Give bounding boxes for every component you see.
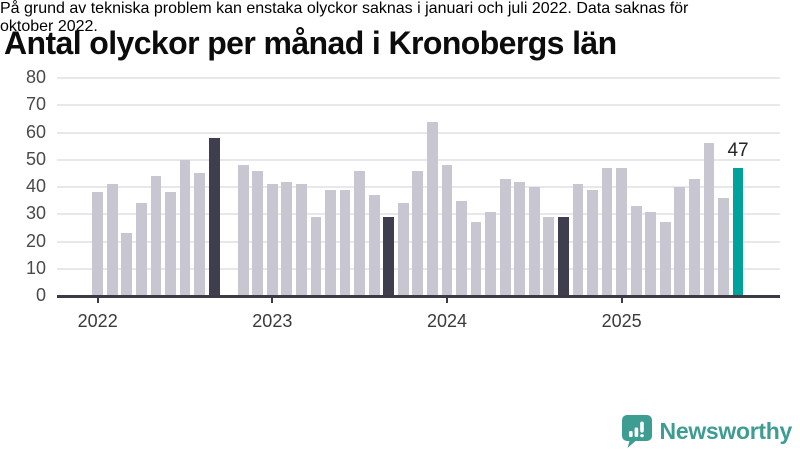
newsworthy-speech-bubble-chart-icon bbox=[621, 414, 652, 448]
newsworthy-logo[interactable]: Newsworthy bbox=[621, 414, 793, 448]
bar-2025-02 bbox=[630, 206, 642, 296]
bar-2023-07 bbox=[354, 170, 366, 296]
bar-2025-03 bbox=[645, 211, 657, 296]
bar-2022-02 bbox=[106, 184, 118, 296]
chart-title: Antal olyckor per månad i Kronobergs län bbox=[4, 25, 617, 62]
bar-2022-12 bbox=[252, 170, 264, 296]
newsworthy-logo-text: Newsworthy bbox=[659, 417, 793, 444]
bar-2023-01 bbox=[266, 184, 278, 296]
bar-2024-02 bbox=[456, 200, 467, 296]
y-axis-label-20: 20 bbox=[25, 230, 46, 251]
bar-2023-11 bbox=[412, 170, 424, 296]
x-axis-tick-2025 bbox=[620, 297, 623, 303]
y-axis-label-50: 50 bbox=[25, 148, 46, 169]
y-axis-label-40: 40 bbox=[25, 176, 46, 196]
x-axis-line bbox=[57, 295, 780, 298]
bar-2022-11 bbox=[237, 165, 249, 296]
bar-2024-04 bbox=[485, 211, 497, 296]
bar-2024-08 bbox=[543, 216, 555, 296]
footnote-line-1: På grund av tekniska problem kan enstaka… bbox=[0, 0, 689, 17]
bar-2022-06 bbox=[165, 192, 176, 296]
bar-2024-05 bbox=[499, 178, 511, 296]
bar-2023-04 bbox=[310, 216, 322, 296]
x-axis-year-label-2022: 2022 bbox=[77, 311, 118, 331]
y-axis-label-80: 80 bbox=[25, 67, 46, 87]
bar-2024-10 bbox=[572, 184, 584, 296]
value-label: 47 bbox=[727, 139, 749, 161]
bar-2023-12 bbox=[427, 121, 438, 296]
bar-2024-11 bbox=[587, 189, 598, 296]
x-axis-tick-2023 bbox=[271, 297, 274, 303]
bar-2022-03 bbox=[121, 233, 133, 296]
bar-2024-06 bbox=[514, 181, 526, 296]
bar-2024-07 bbox=[528, 187, 540, 296]
x-axis-tick-2024 bbox=[445, 297, 448, 303]
gridline-60 bbox=[57, 131, 780, 134]
x-axis-year-label-2024: 2024 bbox=[426, 311, 467, 331]
bar-2022-09 bbox=[208, 137, 220, 296]
bar-2025-06 bbox=[688, 178, 700, 296]
y-axis-label-60: 60 bbox=[25, 121, 46, 142]
bar-2022-07 bbox=[179, 159, 191, 296]
bar-2023-06 bbox=[339, 189, 351, 296]
bar-2024-09 bbox=[557, 216, 569, 296]
y-axis-label-30: 30 bbox=[25, 203, 46, 224]
footnote-line-2: oktober 2022. bbox=[0, 18, 98, 35]
y-axis-label-10: 10 bbox=[25, 257, 46, 278]
bar-2022-05 bbox=[150, 176, 162, 296]
bar-2024-03 bbox=[470, 222, 482, 296]
y-axis-label-0: 0 bbox=[35, 285, 46, 305]
bar-2023-02 bbox=[281, 181, 293, 296]
gridline-50 bbox=[57, 158, 780, 161]
plot-area bbox=[57, 77, 780, 303]
gridline-70 bbox=[57, 104, 780, 107]
bar-2023-08 bbox=[368, 195, 380, 296]
x-axis-tick-2022 bbox=[96, 297, 99, 303]
bar-2023-10 bbox=[397, 203, 409, 296]
bar-2025-01 bbox=[616, 167, 627, 296]
bar-2025-04 bbox=[659, 222, 671, 296]
gridline-80 bbox=[57, 77, 780, 79]
bar-2022-01 bbox=[92, 192, 104, 296]
x-axis-year-label-2025: 2025 bbox=[601, 311, 642, 331]
bar-2024-12 bbox=[601, 167, 613, 296]
bar-2022-04 bbox=[135, 203, 147, 296]
bar-2023-05 bbox=[325, 189, 336, 296]
x-axis-year-label-2023: 2023 bbox=[252, 311, 293, 331]
bar-2023-03 bbox=[296, 184, 307, 296]
bar-chart: 0 10 20 30 40 50 60 70 80 2022 2023 2024 2025 47 bbox=[0, 60, 800, 340]
bar-2025-08 bbox=[718, 197, 729, 296]
bar-2025-09 bbox=[732, 167, 744, 296]
bar-2024-01 bbox=[441, 165, 453, 296]
bar-2025-07 bbox=[703, 143, 715, 296]
y-axis-label-70: 70 bbox=[25, 94, 46, 115]
bar-2025-05 bbox=[674, 187, 686, 296]
bar-2023-09 bbox=[383, 216, 395, 296]
bar-2022-08 bbox=[194, 173, 205, 296]
